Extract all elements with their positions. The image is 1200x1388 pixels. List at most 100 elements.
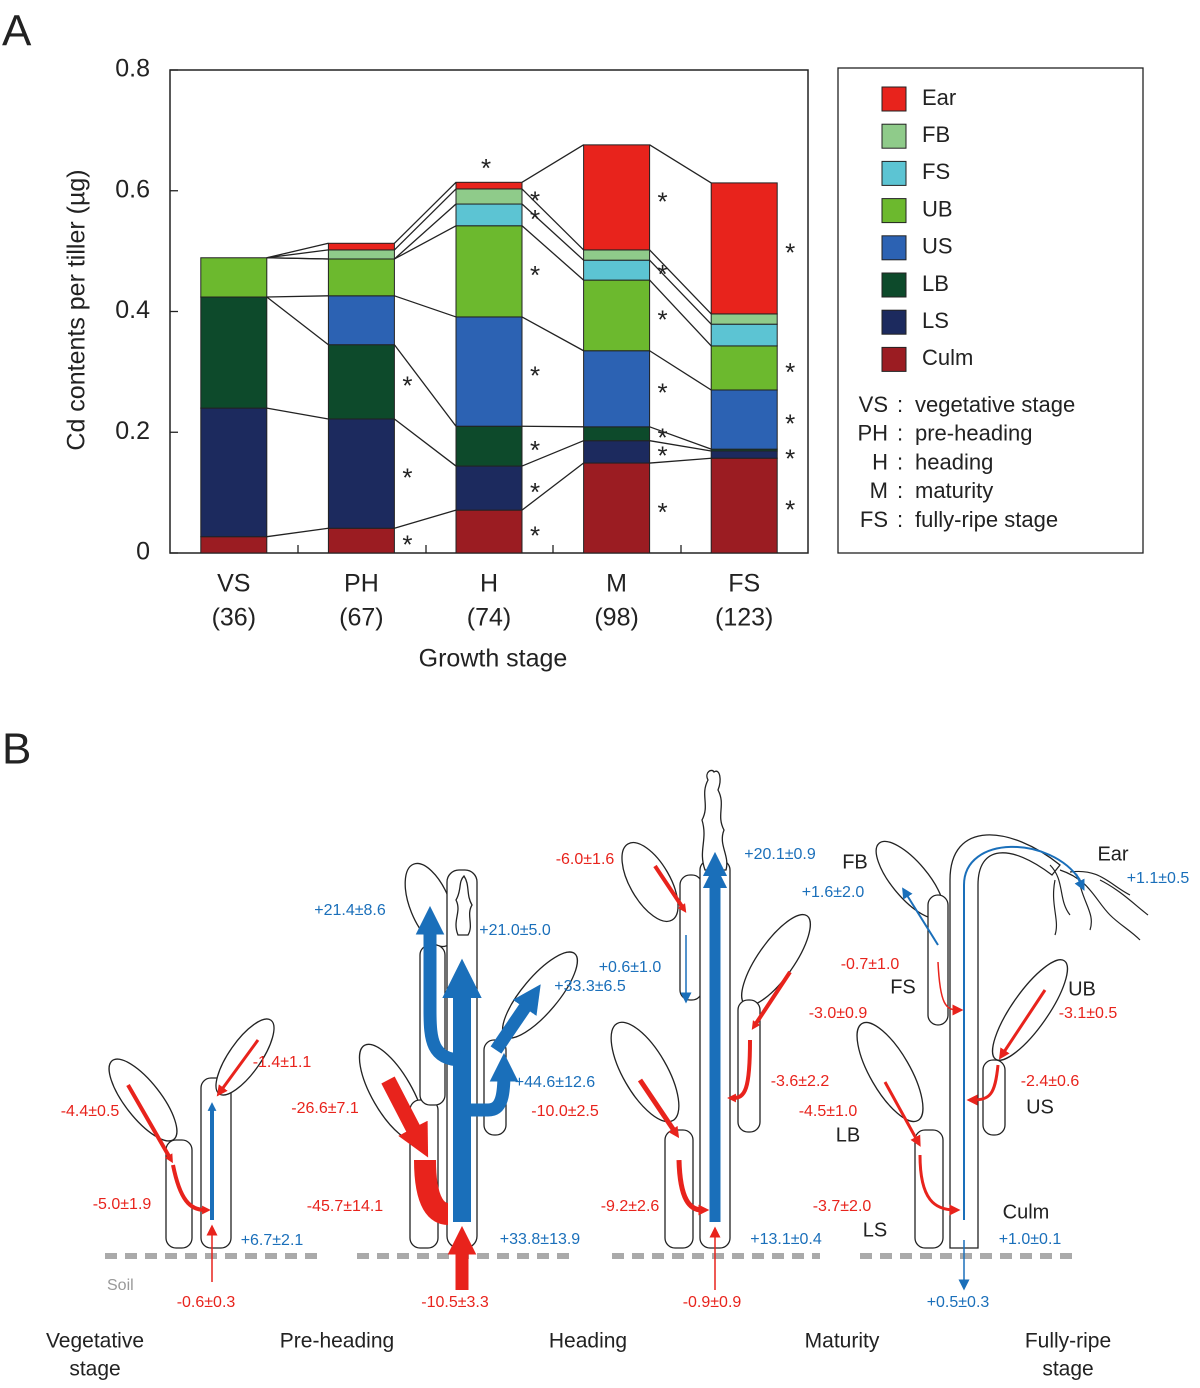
significance-mark: * [530,185,540,215]
connector [521,440,584,467]
organ-label: FB [842,851,868,873]
y-tick-label: 0.2 [115,417,150,445]
key-abbr: PH [857,421,888,446]
flux-label: -10.0±2.5 [531,1103,599,1120]
significance-mark: * [530,477,540,507]
connector [521,225,585,281]
connector [393,188,457,251]
legend-swatch [881,272,907,298]
legend-label: Culm [922,345,973,370]
significance-mark: * [530,204,540,234]
connector [266,407,329,420]
flux-label: -3.7±2.0 [813,1198,872,1215]
legend-label: US [922,234,953,259]
bar-segment [455,425,523,467]
key-separator: : [897,421,903,446]
bar-segment [200,407,268,538]
legend-swatch [881,86,907,112]
flux-label: -4.5±1.0 [799,1103,858,1120]
flux-label: -4.4±0.5 [61,1103,120,1120]
flux-label: -0.9±0.9 [683,1294,742,1311]
connector [649,350,712,391]
flux-label: -1.4±1.1 [253,1054,312,1071]
connector [394,295,457,318]
legend-swatch [881,198,907,224]
legend-swatch [881,160,907,186]
legend-frame [837,67,1144,554]
flux-label: -6.0±1.6 [556,851,615,868]
flux-label: -5.0±1.9 [93,1196,152,1213]
x-axis-ticks [297,545,682,553]
bar-segment [455,465,523,511]
key-abbr: M [870,478,888,503]
x-tick-label: PH [344,570,379,598]
flux-label: -2.4±0.6 [1021,1073,1080,1090]
connector [393,344,457,427]
bar-segment [583,144,651,251]
connector [649,279,712,347]
connector [521,188,585,251]
connector [649,259,712,325]
stage-label: Vegetative [46,1330,144,1353]
flux-label: +1.6±2.0 [802,884,865,901]
connector [521,203,585,261]
significance-mark: * [658,378,668,408]
connector [266,249,329,259]
significance-mark: * [658,441,668,471]
significance-mark: * [658,423,668,453]
significance-mark: * [658,304,668,334]
connector [393,181,457,244]
flux-label: +13.1±0.4 [750,1231,822,1248]
x-axis-label: Growth stage [419,645,568,673]
stage-label: Maturity [805,1330,880,1353]
bar-segment [455,203,523,227]
connector [266,296,329,346]
bar-segment [327,418,395,529]
flux-label: -3.0±0.9 [809,1005,868,1022]
connector [266,257,329,260]
y-tick-label: 0 [136,538,150,566]
legend-label: FS [922,159,950,184]
bar-segment [583,279,651,352]
flux-label: -9.2±2.6 [601,1198,660,1215]
bar-segment [455,181,523,190]
organ-label: LS [863,1219,887,1241]
bar-segment [583,249,651,261]
flux-arrows [126,845,1085,1291]
stage-label: Fully-ripe [1025,1330,1111,1353]
significance-mark: * [785,357,795,387]
flux-label: -0.6±0.3 [177,1294,236,1311]
bar-segment [327,527,395,554]
bar-segment [327,344,395,420]
flux-label: +33.8±13.9 [500,1231,581,1248]
significance-mark: * [481,153,491,183]
stage-label: Heading [549,1330,627,1353]
key-separator: : [897,392,903,417]
key-text: pre-heading [915,421,1032,446]
legend-label: FB [922,122,950,147]
connector [649,144,712,184]
organ-label: LB [836,1124,860,1146]
significance-mark: * [658,186,668,216]
x-tick-sublabel: (67) [339,604,383,632]
connector [394,509,457,529]
legend-swatch [881,309,907,335]
connector [521,425,584,428]
flux-label: +0.5±0.3 [927,1294,990,1311]
x-tick-sublabel: (123) [715,604,773,632]
flux-label: +1.1±0.5 [1127,870,1190,887]
bar-segment [710,450,778,459]
bar-segment [200,257,268,298]
connector [649,440,712,452]
bar-segment [583,462,651,554]
significance-mark: * [402,529,412,559]
x-tick-label: H [480,570,498,598]
bar-segment [710,389,778,450]
significance-mark: * [402,371,412,401]
bar-segment [583,426,651,442]
legend-label: LB [922,271,949,296]
connector [649,426,712,450]
bar-segment [455,188,523,205]
connector [521,144,584,183]
